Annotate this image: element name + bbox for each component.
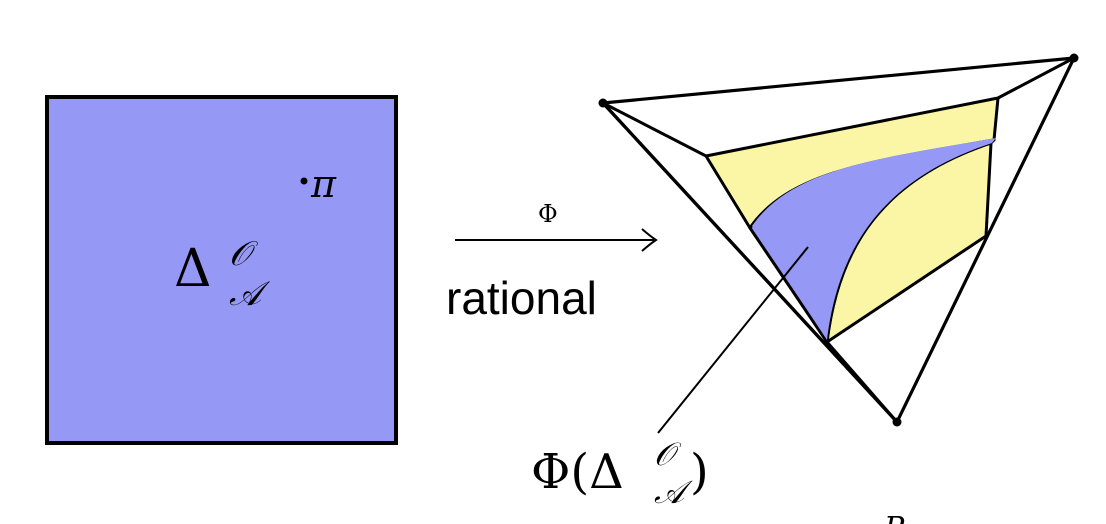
- vertex-right: [1069, 53, 1079, 63]
- image-label-sub: 𝒜: [654, 473, 693, 511]
- vertex-bottom: [892, 417, 902, 427]
- point-dot: [300, 177, 308, 185]
- blue-region-fill: [752, 138, 996, 340]
- inner-edge-right: [997, 56, 1075, 100]
- image-label-prefix: Φ(Δ: [531, 444, 624, 500]
- arrow-caption: rational: [446, 272, 597, 324]
- clipped-label: P: [883, 511, 905, 524]
- label-leader-line: [657, 246, 809, 434]
- arrow-head: [641, 228, 658, 252]
- inner-edge-top: [602, 101, 707, 158]
- image-label-sup: 𝒪: [654, 435, 682, 473]
- arrow-label: Φ: [538, 200, 558, 228]
- triangle-edge-overlay: [601, 101, 899, 424]
- square-label-symbol: Δ: [174, 239, 212, 299]
- vertex-left: [598, 98, 608, 108]
- square-region: [45, 95, 398, 445]
- image-label-suffix: ): [690, 444, 709, 500]
- point-label: π: [310, 162, 337, 206]
